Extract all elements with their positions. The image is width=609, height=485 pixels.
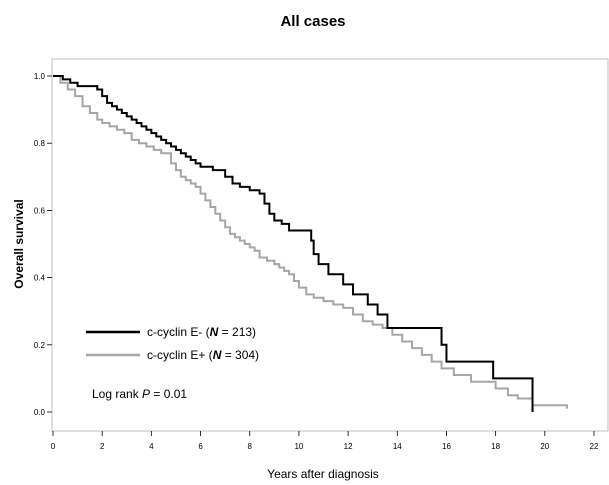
y-tick-label: 0.0 [34,408,46,417]
legend: c-cyclin E- (N = 213) c-cyclin E+ (N = 3… [86,325,259,362]
x-tick-label: 10 [294,442,303,451]
x-tick-label: 4 [149,442,154,451]
chart-title: All cases [280,13,345,30]
x-tick-label: 6 [198,442,203,451]
y-tick-label: 0.4 [34,274,46,283]
x-tick-label: 8 [248,442,253,451]
y-axis: 0.0 0.2 0.4 0.6 0.8 1.0 [34,72,52,417]
survival-curve-1 [53,75,534,412]
logrank-annotation: Log rank P = 0.01 [92,387,187,401]
y-tick-label: 0.8 [34,139,46,148]
x-tick-label: 0 [51,442,56,451]
x-axis-label: Years after diagnosis [267,467,379,481]
y-tick-label: 0.2 [34,341,46,350]
x-tick-label: 22 [590,442,599,451]
x-tick-label: 12 [344,442,353,451]
survival-curve-2 [53,75,568,409]
y-axis-label: Overall survival [12,199,26,288]
x-tick-label: 2 [100,442,105,451]
x-tick-label: 18 [491,442,500,451]
survival-curves [53,75,568,412]
y-tick-label: 0.6 [34,206,46,215]
y-tick-label: 1.0 [34,72,46,81]
x-tick-label: 20 [540,442,549,451]
x-axis: 0 2 4 6 8 10 12 14 16 18 20 22 [51,431,599,451]
legend-label-1: c-cyclin E- (N = 213) [147,325,256,339]
plot-frame [51,58,609,432]
x-tick-label: 16 [442,442,451,451]
legend-label-2: c-cyclin E+ (N = 304) [147,348,259,362]
x-tick-label: 14 [393,442,402,451]
